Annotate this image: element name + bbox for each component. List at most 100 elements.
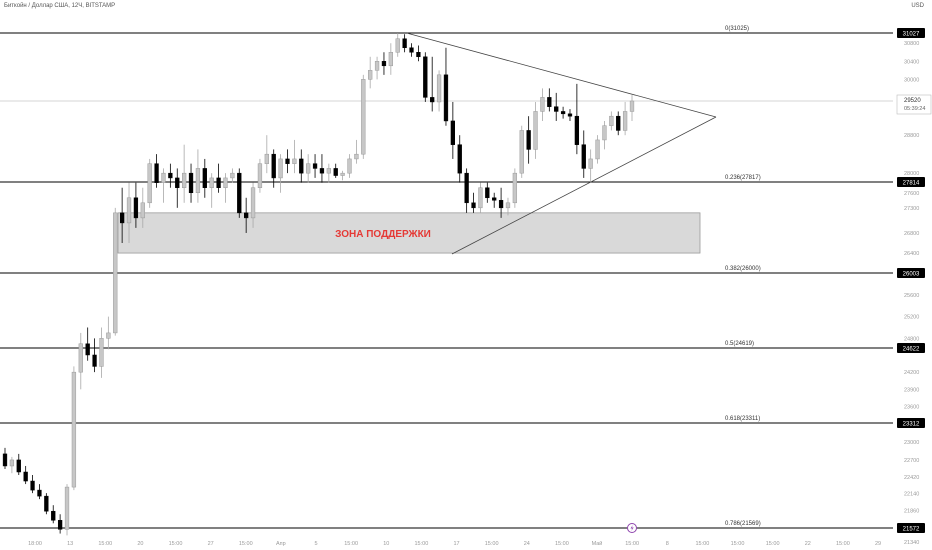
candle [319,168,325,174]
candle [581,144,586,169]
candle [567,113,573,117]
candle [629,100,635,112]
candle [450,120,456,145]
symbol-title: Биткойн / Доллар США, 12Ч, BITSTAMP [4,3,116,9]
price-tick-label: 30000 [904,77,919,83]
time-tick-label: 18:00 [28,541,42,547]
candle [71,371,77,488]
candle [554,106,559,112]
candle [588,158,593,169]
time-tick-label: 15:00 [344,541,358,547]
time-tick-label: 15:00 [239,541,253,547]
candle [202,168,207,188]
price-tick-label: 28800 [904,133,919,139]
candle [574,115,580,145]
candle [464,172,469,204]
price-tick-label: 25200 [904,315,919,321]
time-tick-label: 15:00 [169,541,183,547]
candle [9,459,15,467]
price-badge [897,343,925,353]
candle [175,177,180,188]
candle [140,202,145,219]
time-tick-label: Апр [276,541,286,547]
price-badge [897,28,925,38]
candle [423,56,428,98]
candle [237,172,242,214]
price-tick-label: 30800 [904,41,919,47]
candle [244,212,249,219]
price-badge [897,418,925,428]
candle [154,163,159,183]
candle [560,111,566,115]
time-tick-label: 8 [666,541,669,547]
price-badge-text: 27814 [903,181,920,187]
candle [416,52,421,58]
candle [51,510,56,521]
candle [361,79,366,155]
candle [333,168,338,176]
candle [299,158,304,174]
candle [223,177,228,188]
currency-label: USD [911,3,924,9]
fib-level-label: 0(31025) [725,26,749,32]
candle [306,163,311,174]
candle [113,212,118,334]
fib-level-label: 0.236(27817) [725,175,761,181]
candle [388,52,393,67]
time-tick-label: 15:00 [485,541,499,547]
candle [147,163,152,204]
fib-level-label: 0.786(21569) [725,521,761,527]
current-price-countdown: 05:39:24 [904,106,925,112]
time-tick-label: 15:00 [836,541,850,547]
price-tick-label: 22420 [904,475,919,481]
price-badge [897,177,925,187]
candle [595,139,600,160]
price-badge-text: 24622 [903,347,920,353]
price-badge [897,523,925,533]
candle [195,168,201,194]
time-tick-label: 29 [875,541,881,547]
price-tick-label: 30400 [904,59,919,65]
price-tick-label: 22700 [904,458,919,464]
candle [119,212,125,224]
time-tick-label: 15:00 [414,541,428,547]
candle [216,177,221,188]
support-zone-label: ЗОНА ПОДДЕРЖКИ [335,229,431,240]
candle [471,202,476,209]
candle [505,202,511,209]
candle [161,172,166,183]
candle [44,495,49,512]
candle [2,453,8,467]
lightning-icon [630,525,634,531]
candle [616,115,621,131]
time-tick-label: 15:00 [625,541,639,547]
time-tick-label: 13 [67,541,73,547]
candle [285,158,290,164]
candle [292,158,297,164]
candle [430,97,435,103]
time-tick-label: 5 [314,541,317,547]
candle [457,144,462,174]
candle [23,471,28,482]
candle [37,489,42,497]
support-zone [117,212,701,254]
candle [99,338,104,367]
triangle-upper-line [406,32,717,118]
time-tick-label: 22 [805,541,811,547]
price-badge-text: 31027 [903,32,920,38]
candle [609,115,614,126]
candle [264,153,269,164]
price-tick-label: 24200 [904,370,919,376]
triangle-lower-line [451,116,717,255]
price-tick-label: 21860 [904,509,919,515]
candle [106,332,111,339]
candle [92,354,97,367]
price-tick-label: 23000 [904,440,919,446]
candle [519,130,524,174]
time-tick-label: 15:00 [766,541,780,547]
candle [16,459,21,473]
price-badge-text: 26003 [903,272,920,278]
candle [181,172,187,188]
candle [381,61,387,67]
